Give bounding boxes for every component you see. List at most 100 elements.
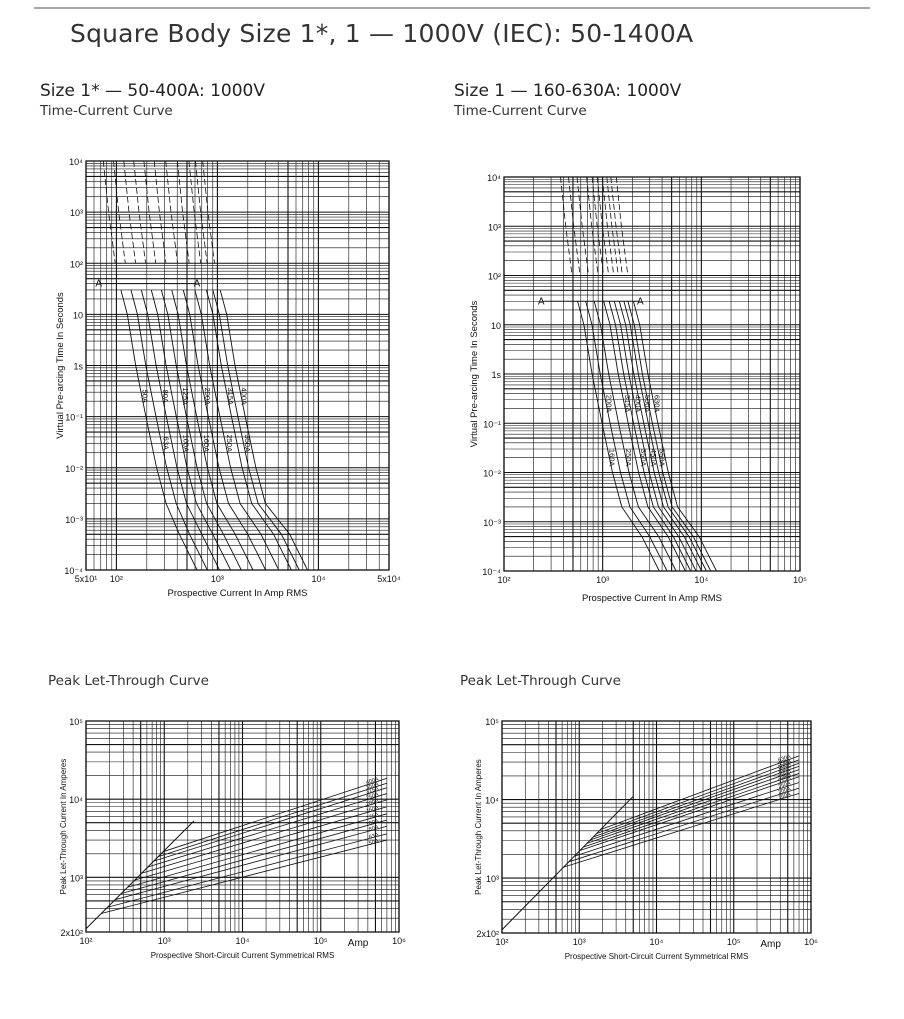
peak-curve-label-350A: 350A [778,772,792,782]
section-subtitle-left: Time-Current Curve [40,103,173,119]
marker-label-start: A [95,279,102,290]
curve-350A [212,289,300,571]
y-axis-title: Peak Let-Through Current In Amperes [474,759,483,895]
curve-label-63A: 63A [161,437,170,450]
y-tick-label: 10⁵ [69,717,83,727]
y-tick-label: 10³ [488,222,501,232]
x-tick-label: 10⁵ [727,937,741,947]
section-title-right: Size 1 — 160-630A: 1000V [454,81,682,101]
y-axis-title: Virtual Pre-arcing Time In Seconds [55,292,66,439]
peak-curve-label-315A: 315A [778,775,792,785]
y-axis-title: Virtual Pre-arcing Time In Seconds [469,300,480,447]
peak-curve-125A [127,813,387,888]
x-tick-label: 10² [495,937,508,947]
peak-curve-label-400A: 400A [365,776,379,786]
x-tick-label: 10² [79,936,92,946]
x-tick-label: 10² [497,575,510,585]
x-tick-label: 10⁶ [804,937,818,947]
curve-label-160A: 160A [607,449,616,467]
x-axis-title: Prospective Current In Amp RMS [168,588,308,599]
y-tick-label: 1s [491,370,501,380]
peak-curve-315A [579,776,800,851]
y-tick-label: 2x10² [60,928,83,938]
curve-160A [171,289,254,571]
x-tick-label: 10³ [211,574,224,584]
marker-label-end: A [637,296,644,307]
y-tick-label: 10⁴ [69,157,83,167]
curve-label-400A: 400A [240,388,249,406]
plot-frame [503,176,801,572]
curve-label-125A: 125A [181,388,190,406]
unlimited-peak-line [501,795,634,931]
peak-curve-200A [568,787,800,863]
curve-550A [627,301,712,572]
x-tick-label: 5x10⁴ [377,574,401,584]
x-unit-label: Amp [348,938,369,949]
y-tick-label: 10⁴ [69,795,83,805]
peak-curve-200A [141,799,387,874]
curve-label-160A: 160A [202,435,211,453]
peak-curve-350A [583,773,800,848]
x-axis-title: Prospective Short-Circuit Current Symmet… [565,952,749,961]
marker-label-start: A [538,296,545,307]
x-tick-label: 10³ [158,936,171,946]
curve-upper-315A [586,176,599,276]
curve-label-80A: 80A [161,390,170,403]
curve-label-550A: 550A [658,449,667,467]
plot-frame [85,720,400,933]
peak-curve-160A [134,806,387,881]
curve-upper-63A [113,160,126,264]
curve-450A [618,301,702,572]
y-tick-label: 10⁵ [485,717,499,727]
peak-curve-63A [107,833,387,908]
curve-upper-125A [143,160,157,264]
curve-upper-350A [195,160,208,264]
peak-curve-630A [600,755,800,830]
curve-upper-200A [568,176,581,276]
peak-curve-title-right: Peak Let-Through Curve [460,673,621,689]
y-tick-label: 1s [73,362,83,372]
peak-curve-label-250A: 250A [778,781,792,791]
curve-200A [182,289,267,571]
curve-315A [603,301,686,572]
marker-label-end: A [194,279,201,290]
curve-upper-450A [601,176,615,276]
peak-curve-label-250A: 250A [365,792,379,802]
y-tick-label: 10⁻¹ [483,419,501,429]
peak-curve-315A [153,787,387,862]
x-tick-label: 10⁴ [694,575,708,585]
peak-curve-label-350A: 350A [365,781,379,791]
x-tick-label: 10⁴ [236,936,250,946]
curve-label-400A: 400A [633,395,642,413]
curve-label-350A: 350A [639,449,648,467]
x-tick-label: 10⁵ [793,575,807,585]
curve-80A [140,289,220,571]
y-tick-label: 10 [491,321,501,331]
peak-curve-label-200A: 200A [778,786,792,796]
curve-upper-400A [202,160,215,264]
peak-curve-label-400A: 400A [778,768,792,778]
peak-curve-title-left: Peak Let-Through Curve [48,673,209,689]
peak-curve-label-450A: 450A [778,764,792,774]
y-tick-label: 10⁻³ [65,515,83,525]
curve-upper-50A [102,160,116,264]
y-tick-label: 10³ [70,208,83,218]
peak-curve-160A [563,792,800,868]
curve-label-630A: 630A [652,395,661,413]
curve-630A [632,301,717,572]
curve-label-315A: 315A [226,388,235,406]
curve-upper-350A [591,176,604,276]
plot-frame [501,720,812,934]
curve-upper-400A [596,176,610,276]
curve-400A [613,301,697,572]
curve-label-100A: 100A [182,435,191,453]
peak-curve-label-160A: 160A [778,791,792,801]
curve-100A [150,289,232,571]
peak-curve-label-160A: 160A [365,805,379,815]
curve-upper-250A [177,160,190,264]
x-axis-title: Prospective Short-Circuit Current Symmet… [151,951,335,960]
